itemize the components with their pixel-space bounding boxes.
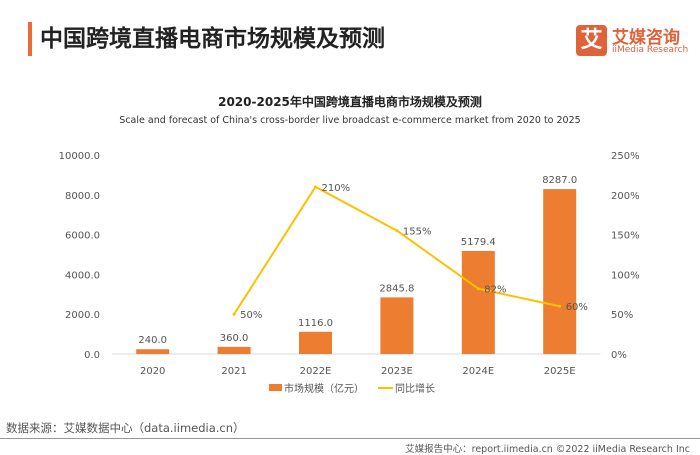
bar-data-label: 8287.0 (542, 175, 577, 186)
y-left-tick-label: 8000.0 (65, 191, 100, 202)
bar (299, 331, 332, 354)
line-data-label: 60% (566, 302, 588, 313)
bar (543, 189, 577, 354)
bar-data-label: 240.0 (138, 335, 167, 346)
bar-data-label: 2845.8 (379, 283, 414, 294)
chart: 0.0 2000.0 4000.0 6000.0 8000.0 10000.0 0% 50% 1… (59, 151, 640, 395)
growth-point (476, 287, 480, 291)
x-tick-label: 2022E (300, 366, 332, 377)
bar (217, 346, 251, 354)
x-tick-label: 2020 (140, 366, 165, 377)
bar-data-label: 360.0 (220, 333, 249, 344)
bar (380, 297, 414, 354)
growth-point (232, 312, 236, 316)
data-source: 数据来源：艾媒数据中心（data.iimedia.cn） (6, 421, 245, 435)
title-accent-bar (28, 22, 32, 56)
y-right-tick-label: 100% (611, 270, 640, 281)
y-right-tick-label: 200% (611, 191, 640, 202)
growth-line (233, 185, 560, 315)
growth-point (395, 229, 399, 233)
line-data-label: 82% (484, 285, 506, 296)
footer-divider (0, 438, 700, 439)
y-left-tick-label: 6000.0 (65, 231, 100, 242)
legend-label-bar: 市场规模（亿元） (284, 382, 364, 395)
bar-data-label: 5179.4 (461, 237, 496, 248)
x-tick-label: 2024E (462, 366, 494, 377)
y-right-tick-label: 150% (611, 231, 640, 242)
logo-text-cn: 艾媒咨询 (612, 28, 680, 48)
chart-subtitle: Scale and forecast of China's cross-bord… (119, 115, 581, 126)
y-right-tick-label: 250% (611, 151, 640, 162)
legend-swatch-bar (269, 384, 282, 391)
line-data-label: 210% (322, 183, 351, 194)
bar (136, 349, 170, 354)
logo-mark: 艾 (576, 25, 607, 56)
y-right-tick-label: 0% (611, 350, 627, 361)
bar-data-label: 1116.0 (298, 318, 333, 329)
y-right-tick-label: 50% (611, 310, 633, 321)
line-data-label: 50% (240, 310, 262, 321)
y-left-tick-label: 2000.0 (65, 310, 100, 321)
line-data-label: 155% (403, 227, 432, 238)
bar (461, 250, 495, 354)
y-left-tick-label: 4000.0 (65, 270, 100, 281)
x-tick-label: 2025E (544, 366, 576, 377)
chart-title: 2020-2025年中国跨境直播电商市场规模及预测 (218, 95, 482, 109)
legend-label-line: 同比增长 (395, 382, 435, 395)
x-tick-label: 2021 (221, 366, 246, 377)
growth-point (314, 185, 317, 189)
logo: 艾 艾媒咨询 iiMedia Research (576, 20, 691, 70)
y-left-tick-label: 10000.0 (59, 151, 100, 162)
footer-credit: 艾媒报告中心：report.iimedia.cn ©2022 iiMedia R… (405, 444, 690, 455)
growth-point (558, 304, 562, 308)
page-title: 中国跨境直播电商市场规模及预测 (40, 26, 385, 52)
x-tick-label: 2023E (381, 366, 413, 377)
y-left-tick-label: 0.0 (84, 350, 100, 361)
logo-text-en: iiMedia Research (612, 45, 689, 55)
